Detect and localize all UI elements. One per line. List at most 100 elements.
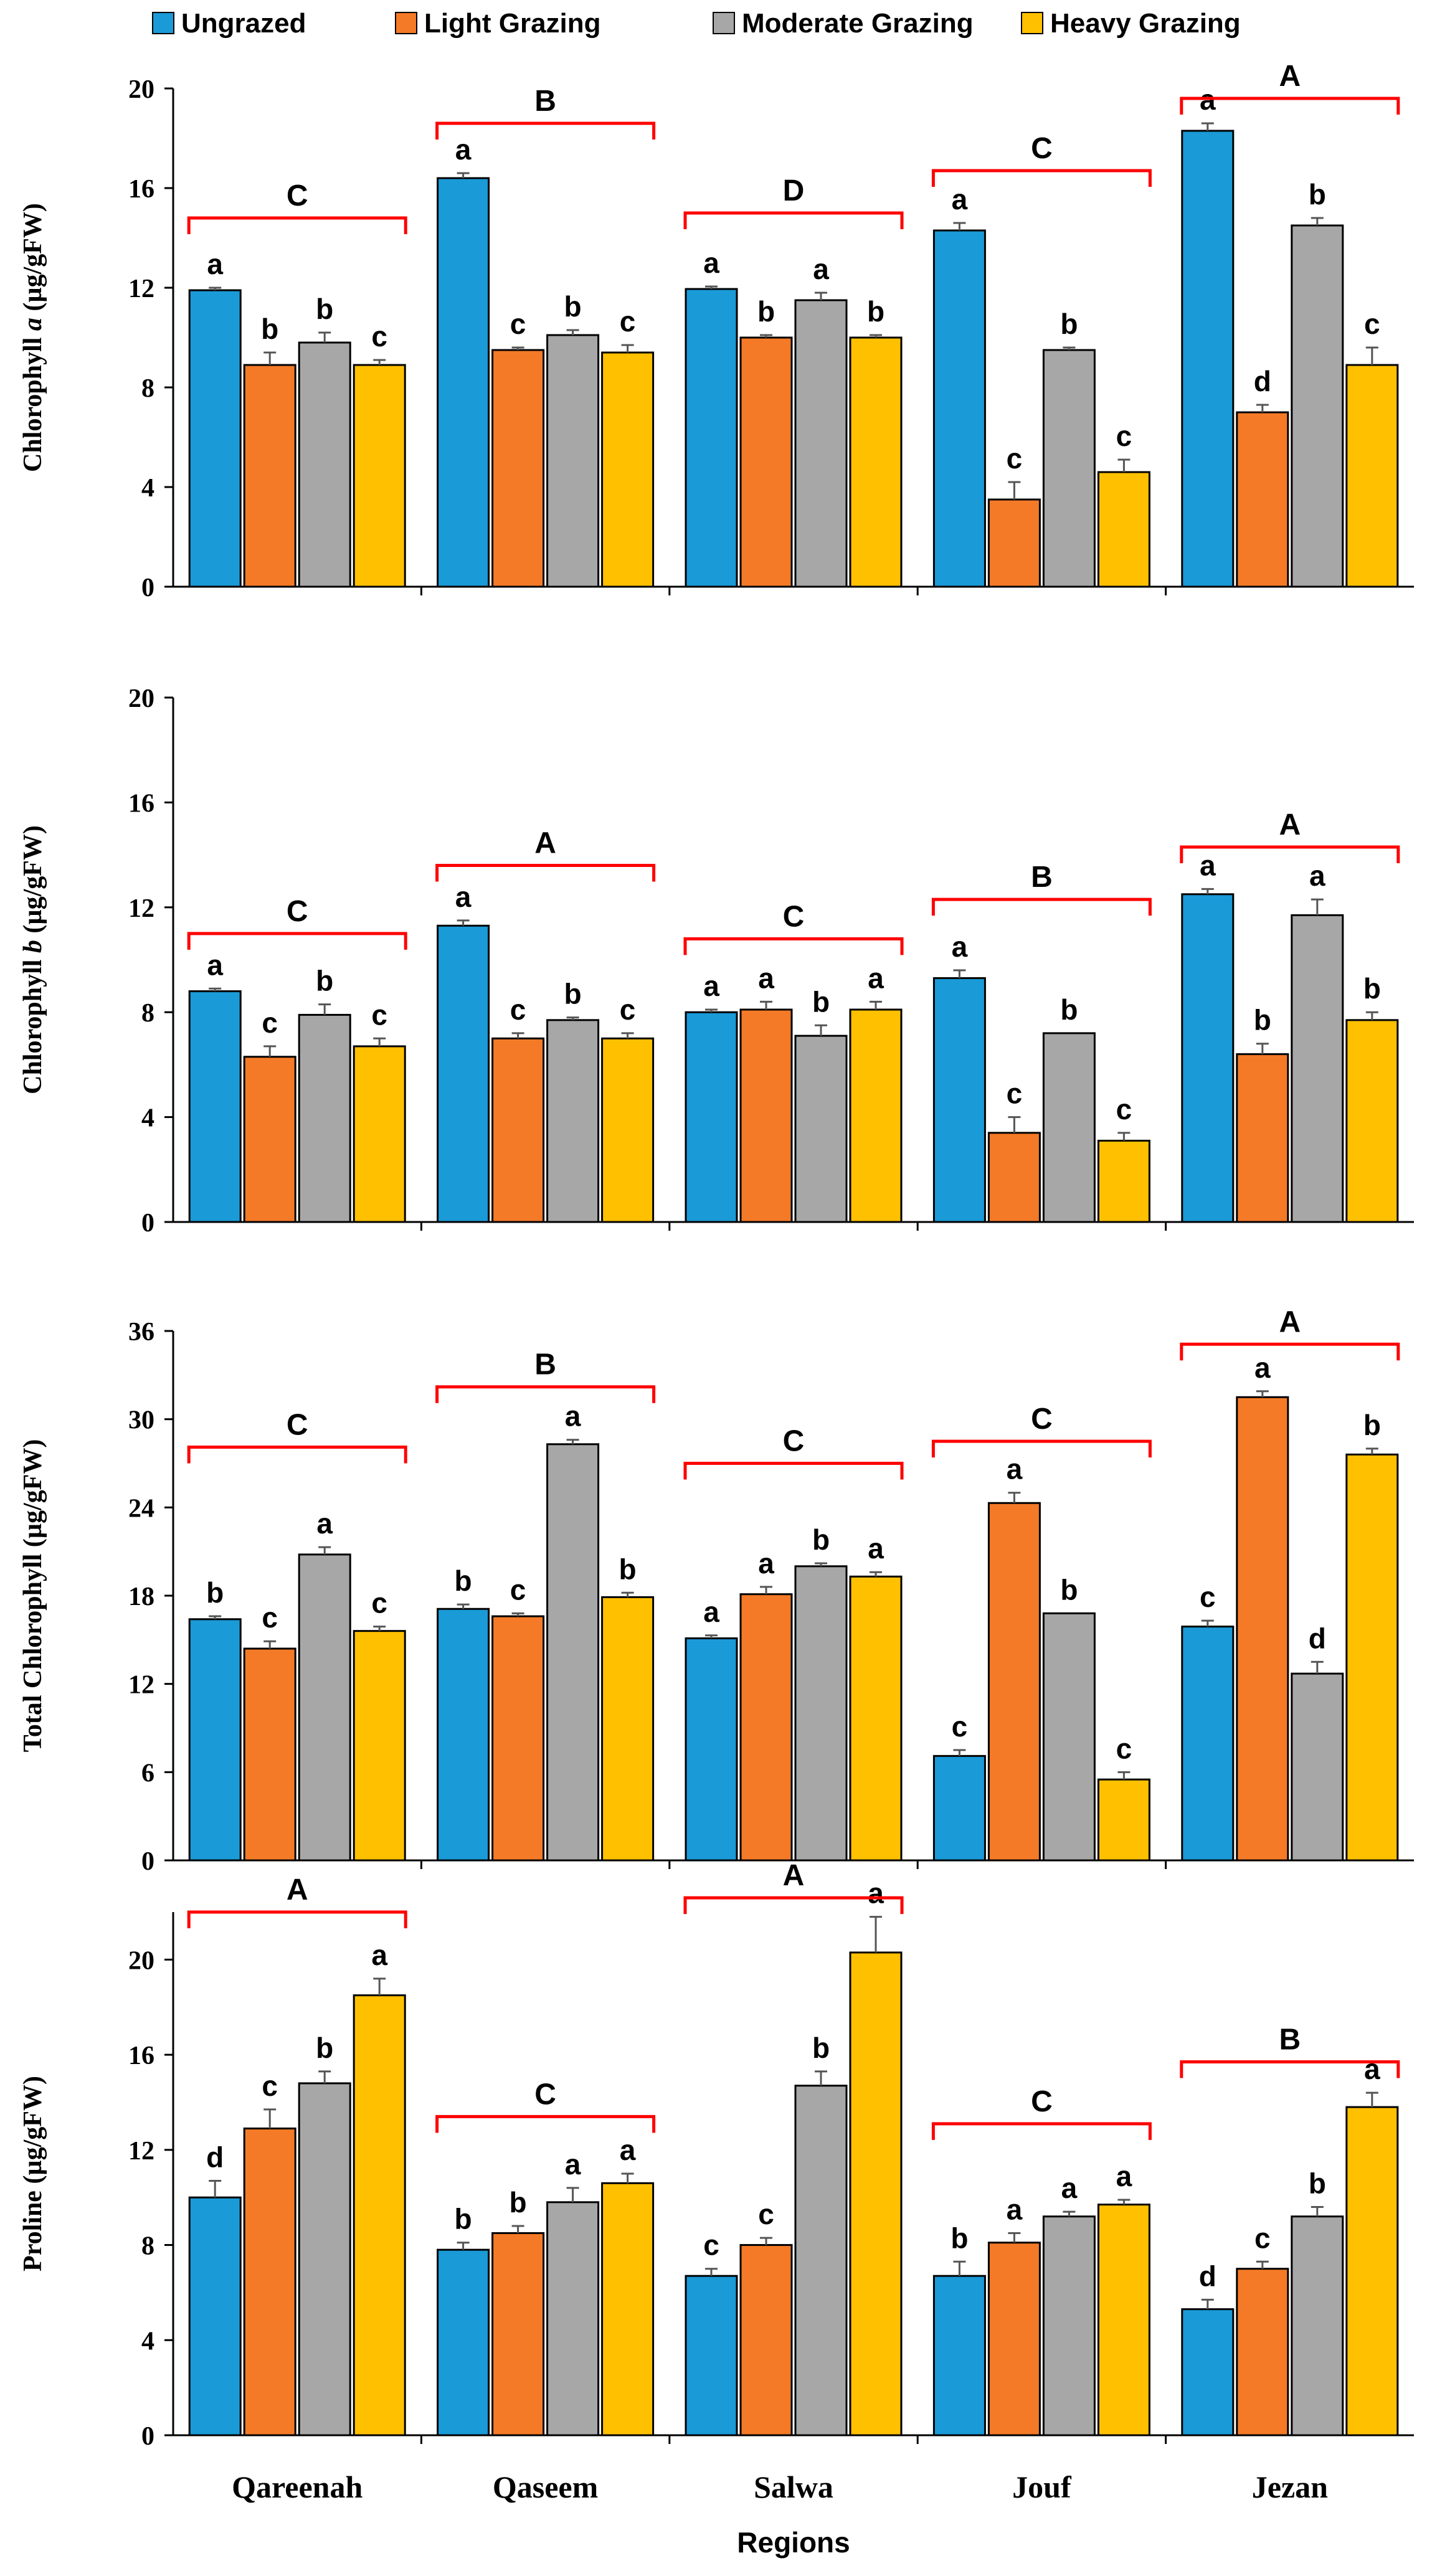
bar: [1291, 1672, 1344, 1862]
significance-letter: b: [1060, 308, 1078, 340]
bar-group-qaseem: a c b c B: [435, 85, 656, 588]
y-tick-label: 36: [128, 1318, 154, 1347]
region-bracket: A: [1180, 60, 1400, 115]
bracket-line: [187, 216, 407, 234]
region-bracket: C: [931, 1403, 1152, 1458]
bracket-letter: D: [783, 174, 805, 207]
bar: [1181, 893, 1235, 1223]
bracket-line: [435, 121, 656, 140]
bar: [1236, 1396, 1289, 1862]
significance-letter: c: [952, 1710, 968, 1743]
significance-letter: b: [1363, 1409, 1381, 1441]
y-tick-label: 12: [128, 2137, 154, 2166]
bracket-line: [435, 2114, 656, 2133]
bracket-line: [931, 1439, 1152, 1458]
x-category-label: Jezan: [1252, 2469, 1328, 2504]
bar: [1042, 2215, 1096, 2436]
significance-letter: a: [207, 248, 223, 280]
y-axis-label-unit: (µg/gFW): [19, 825, 47, 940]
significance-letter: b: [316, 293, 333, 325]
significance-letter: c: [1116, 1732, 1132, 1764]
bar: [353, 1630, 406, 1862]
significance-letter: c: [620, 993, 636, 1026]
region-bracket: C: [435, 2078, 656, 2133]
bracket-line: [1180, 1342, 1400, 1361]
y-tick-label: 24: [128, 1494, 154, 1523]
significance-letter: b: [510, 2186, 527, 2218]
significance-letter: a: [1007, 2193, 1023, 2225]
bar: [739, 336, 793, 588]
region-bracket: C: [931, 2085, 1152, 2140]
bar: [491, 1037, 545, 1223]
bar-group-salwa: a b a b D: [683, 174, 904, 588]
bar: [849, 1008, 903, 1223]
significance-letter: b: [1060, 993, 1078, 1026]
bar: [546, 1443, 600, 1862]
significance-letter: b: [455, 1565, 472, 1597]
significance-letter: a: [952, 930, 968, 963]
region-bracket: B: [931, 861, 1152, 916]
y-tick-label: 20: [128, 684, 154, 713]
significance-letter: b: [867, 295, 884, 328]
significance-letter: b: [1060, 1573, 1078, 1606]
bracket-letter: A: [783, 1859, 805, 1892]
significance-letter: b: [812, 985, 830, 1018]
bar-group-jouf: a c b c C: [931, 132, 1152, 588]
bar: [243, 1056, 296, 1223]
y-axis-label-text: Chlorophyll: [19, 331, 47, 472]
bar: [491, 349, 545, 588]
significance-letter: c: [510, 308, 526, 340]
y-axis-label-text: Proline (µg/gFW): [19, 2076, 47, 2271]
bar: [298, 341, 351, 588]
bar: [601, 2182, 655, 2436]
bar: [1345, 2106, 1399, 2436]
legend-item: Light Grazing: [395, 8, 601, 39]
significance-letter: b: [316, 965, 333, 997]
bar-group-qaseem: b c a b B: [435, 1348, 656, 1862]
significance-letter: a: [868, 962, 884, 994]
bar: [1236, 411, 1289, 588]
bar: [987, 498, 1041, 588]
bar: [1097, 2204, 1150, 2436]
region-bracket: A: [1180, 808, 1400, 863]
bar: [1181, 2308, 1235, 2436]
bracket-letter: B: [1279, 2024, 1301, 2057]
bar: [1236, 2268, 1289, 2436]
y-tick-label: 0: [141, 574, 154, 602]
significance-letter: b: [812, 1523, 830, 1556]
significance-letter: a: [952, 183, 968, 215]
bar: [546, 334, 600, 588]
bar: [794, 1565, 848, 1862]
bracket-letter: C: [783, 900, 805, 933]
significance-letter: b: [261, 313, 278, 345]
bar-group-jouf: c a b c C: [931, 1403, 1152, 1862]
chart-panel-2: 0 4 8 12 16 20 Chlorophyll b (µg/gFW) a c b c C a c b c…: [19, 684, 1414, 1238]
bar-group-qareenah: d c b a A: [187, 1873, 407, 2436]
bar: [437, 177, 490, 588]
significance-letter: a: [1309, 859, 1325, 892]
significance-letter: c: [371, 998, 387, 1031]
significance-letter: c: [371, 320, 387, 353]
bar: [546, 1019, 600, 1223]
legend-label: Light Grazing: [424, 8, 601, 39]
significance-letter: d: [206, 2141, 224, 2173]
bar: [1042, 1612, 1096, 1862]
bar-group-qaseem: b b a a C: [435, 2078, 656, 2436]
bar: [1181, 1626, 1235, 1862]
bar-group-jezan: a b a b A: [1180, 808, 1400, 1223]
significance-letter: b: [1363, 972, 1381, 1005]
significance-letter: a: [316, 1507, 333, 1540]
y-tick-label: 16: [128, 175, 154, 204]
region-bracket: C: [683, 900, 904, 955]
significance-letter: c: [262, 2070, 278, 2102]
bar: [685, 288, 738, 588]
bar: [188, 2196, 242, 2436]
bar: [601, 351, 655, 588]
bar-group-salwa: a a b a C: [683, 1425, 904, 1862]
legend-swatch: [1021, 12, 1043, 34]
y-tick-label: 20: [128, 75, 154, 104]
bar: [739, 1593, 793, 1862]
significance-letter: a: [565, 2148, 581, 2181]
